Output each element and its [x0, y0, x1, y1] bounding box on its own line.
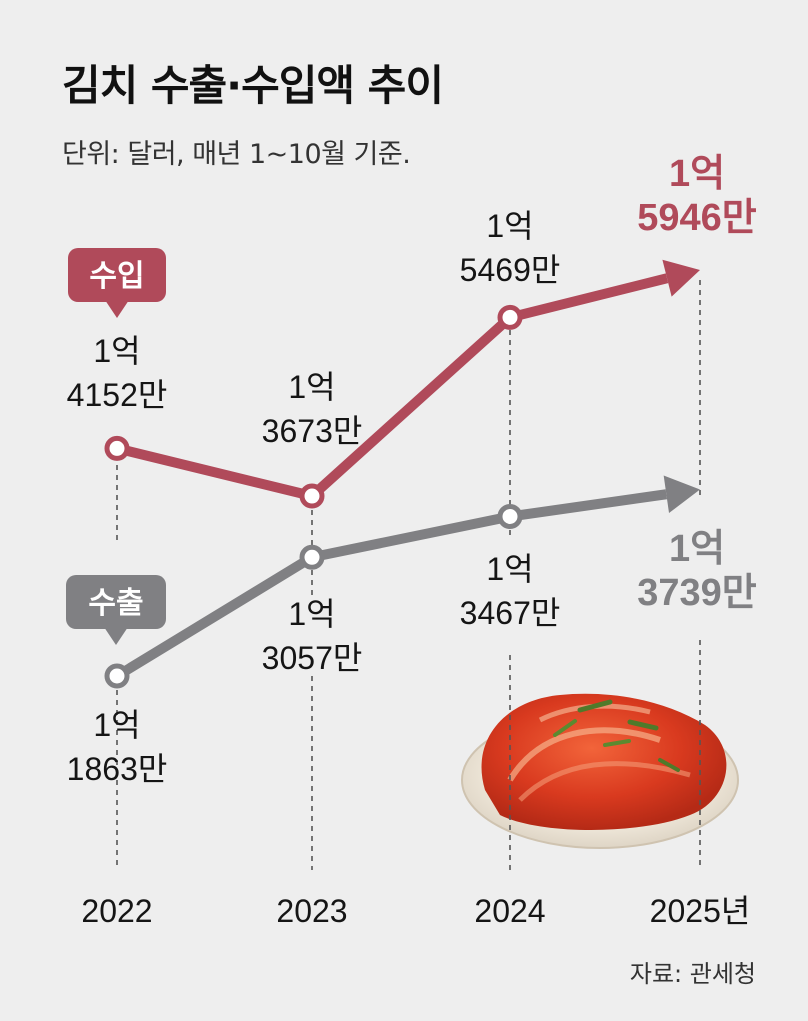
legend-badge-bg-1	[66, 575, 166, 629]
data-point-0-2	[497, 304, 523, 330]
data-point-0-0	[104, 435, 130, 461]
legend-badge-1: 수출	[66, 575, 166, 645]
data-label-1-1: 1억 3057만	[262, 596, 363, 676]
series-layer	[104, 259, 700, 689]
data-label-line-1-1-1: 3057만	[262, 640, 363, 676]
data-label-0-0: 1억 4152만	[67, 333, 168, 413]
data-label-line-0-3-1: 5946만	[637, 197, 757, 239]
legend-badge-tail-0	[105, 300, 129, 318]
data-point-1-2	[497, 504, 523, 530]
data-label-line-0-3-0: 1억	[669, 153, 725, 195]
data-point-0-1	[299, 483, 325, 509]
x-tick-label-3: 2025년	[650, 893, 751, 929]
data-label-line-1-0-0: 1억	[93, 707, 140, 743]
data-point-1-1	[299, 544, 325, 570]
data-label-1-2: 1억 3467만	[460, 551, 561, 631]
data-label-line-0-1-0: 1억	[288, 369, 335, 405]
series-arrow-1	[663, 475, 700, 514]
data-label-line-1-2-1: 3467만	[460, 595, 561, 631]
data-point-1-0	[104, 663, 130, 689]
kimchi-bowl-image	[461, 693, 739, 849]
dashed-guides	[116, 280, 701, 870]
chart-title: 김치 수출·수입액 추이	[62, 61, 444, 110]
data-label-line-1-3-0: 1억	[669, 528, 725, 570]
series-line-0	[115, 273, 669, 502]
series-line-1	[114, 489, 668, 681]
x-tick-label-1: 2023	[276, 893, 347, 929]
data-label-line-1-2-0: 1억	[486, 551, 533, 587]
legend-badge-bg-0	[68, 248, 166, 302]
legend-badge-tail-1	[104, 627, 128, 645]
legend-label-0: 수입	[89, 260, 144, 293]
x-tick-label-0: 2022	[81, 893, 152, 929]
source-note: 자료: 관세청	[629, 960, 756, 988]
legend-label-1: 수출	[88, 587, 143, 620]
x-axis: 2022 2023 2024 2025년	[81, 893, 750, 929]
legend-badge-0: 수입	[68, 248, 166, 318]
x-tick-label-2: 2024	[474, 893, 545, 929]
data-label-line-0-1-1: 3673만	[262, 413, 363, 449]
data-label-0-2: 1억 5469만	[460, 208, 561, 288]
series-arrow-0	[662, 259, 700, 297]
data-label-0-1: 1억 3673만	[262, 369, 363, 449]
data-label-line-1-0-1: 1863만	[67, 751, 168, 787]
data-label-line-0-0-0: 1억	[93, 333, 140, 369]
data-label-line-1-1-0: 1억	[288, 596, 335, 632]
data-label-line-0-2-0: 1억	[486, 208, 533, 244]
data-label-line-0-2-1: 5469만	[460, 252, 561, 288]
data-label-1-0: 1억 1863만	[67, 707, 168, 787]
data-label-line-1-3-1: 3739만	[637, 572, 757, 614]
data-label-line-0-0-1: 4152만	[67, 377, 168, 413]
chart-subtitle: 단위: 달러, 매년 1~10월 기준.	[62, 139, 411, 170]
